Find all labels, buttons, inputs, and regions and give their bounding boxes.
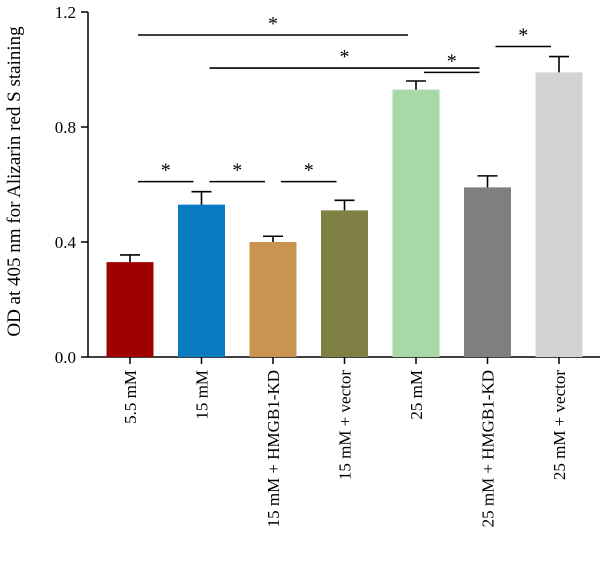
bar xyxy=(464,187,511,357)
error-bar xyxy=(334,199,355,211)
bar xyxy=(106,262,154,357)
significance-star: * xyxy=(268,13,278,35)
y-tick-label: 1.2 xyxy=(55,3,76,22)
x-tick-label: 25 mM + vector xyxy=(550,370,569,480)
x-tick-label: 15 mM + HMGB1-KD xyxy=(264,370,283,527)
significance-annotations: * * * * * * * xyxy=(138,13,551,183)
labels: 0.0 0.4 0.8 1.2 OD at 405 nm for Alizarin re… xyxy=(4,3,569,527)
significance-star: * xyxy=(232,160,242,182)
bar xyxy=(535,72,583,357)
x-tick-label: 25 mM xyxy=(407,370,426,420)
significance-star: * xyxy=(518,25,528,47)
y-axis-title: OD at 405 nm for Alizarin red S staining xyxy=(4,26,25,337)
x-tick-label: 15 mM xyxy=(193,370,212,420)
y-tick-label: 0.0 xyxy=(55,348,76,367)
x-tick-label: 5.5 mM xyxy=(121,370,140,424)
x-tick-label: 15 mM + vector xyxy=(336,370,355,480)
error-bar xyxy=(120,254,140,263)
bars xyxy=(106,55,583,357)
significance-star: * xyxy=(340,46,350,68)
y-tick-label: 0.8 xyxy=(55,118,76,137)
significance-star: * xyxy=(161,160,171,182)
significance-star: * xyxy=(447,50,457,72)
bar xyxy=(178,204,225,357)
error-bar xyxy=(263,235,283,242)
error-bar xyxy=(549,55,569,73)
y-tick-label: 0.4 xyxy=(55,233,77,252)
bar xyxy=(392,89,440,357)
bar xyxy=(321,210,368,357)
significance-star: * xyxy=(304,160,314,182)
x-tick-label: 25 mM + HMGB1-KD xyxy=(479,370,498,527)
bar xyxy=(249,242,297,357)
error-bar xyxy=(477,175,498,188)
error-bar xyxy=(406,80,426,90)
error-bar xyxy=(191,190,212,205)
